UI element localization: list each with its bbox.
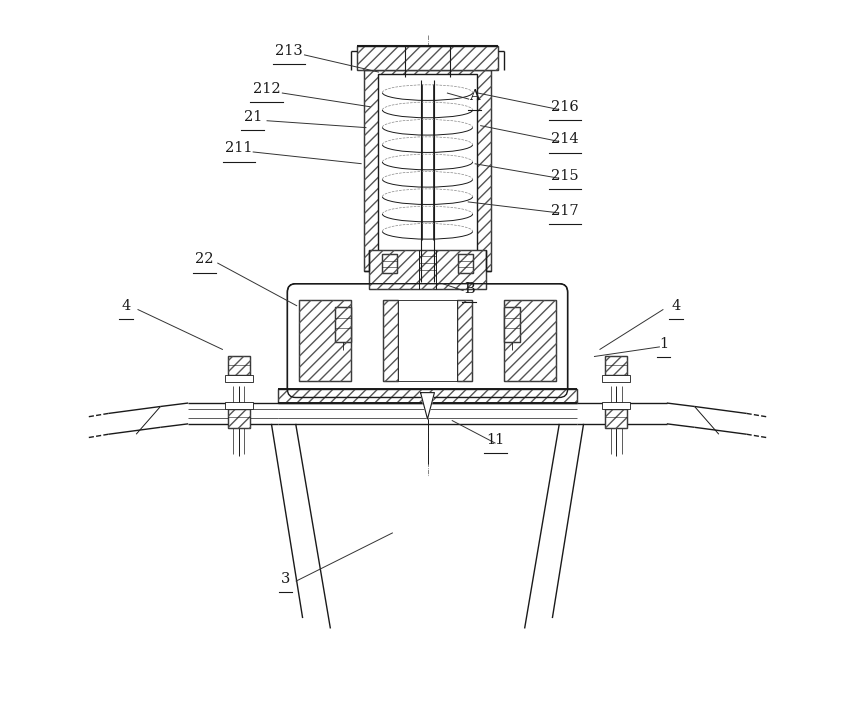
FancyBboxPatch shape <box>287 284 568 397</box>
Bar <box>381 254 397 273</box>
Bar <box>457 300 472 380</box>
Bar <box>227 409 250 428</box>
Text: 214: 214 <box>551 133 579 147</box>
Bar <box>279 389 576 403</box>
Bar <box>357 46 498 70</box>
Text: 211: 211 <box>225 141 252 155</box>
Text: B: B <box>463 282 475 296</box>
Bar <box>504 307 521 342</box>
Bar <box>378 74 477 254</box>
Bar <box>383 300 398 380</box>
Text: 217: 217 <box>551 204 579 218</box>
Text: 3: 3 <box>280 571 290 585</box>
Text: 213: 213 <box>275 44 303 58</box>
Bar <box>225 376 253 382</box>
Bar <box>602 376 630 382</box>
Polygon shape <box>421 392 434 419</box>
Text: 215: 215 <box>551 169 579 183</box>
Text: 216: 216 <box>551 100 579 114</box>
Text: 4: 4 <box>121 299 130 313</box>
Bar <box>458 254 474 273</box>
Bar <box>363 70 492 271</box>
Bar <box>357 46 498 70</box>
Bar <box>504 300 556 380</box>
Bar <box>334 307 351 342</box>
Bar <box>227 409 250 428</box>
Bar <box>398 300 457 380</box>
Bar <box>227 356 250 376</box>
Text: 212: 212 <box>253 82 280 95</box>
Bar <box>363 70 492 271</box>
Text: 1: 1 <box>659 337 668 351</box>
Text: 11: 11 <box>486 433 504 446</box>
Bar <box>369 251 486 289</box>
Bar <box>299 300 351 380</box>
Bar <box>369 251 486 289</box>
Text: 22: 22 <box>195 253 214 267</box>
Bar <box>605 409 628 428</box>
Bar <box>605 409 628 428</box>
Text: 4: 4 <box>671 299 681 313</box>
Bar <box>334 307 351 342</box>
Bar <box>504 300 556 380</box>
Bar <box>381 254 397 273</box>
Bar <box>457 300 472 380</box>
Bar <box>602 402 630 409</box>
Bar <box>605 356 628 376</box>
Text: A: A <box>469 89 480 103</box>
Bar <box>605 356 628 376</box>
Bar <box>279 389 576 403</box>
Bar <box>299 300 351 380</box>
Text: 21: 21 <box>244 110 262 124</box>
Bar <box>225 402 253 409</box>
Bar <box>458 254 474 273</box>
Bar <box>227 356 250 376</box>
Bar <box>504 307 521 342</box>
Bar <box>383 300 398 380</box>
